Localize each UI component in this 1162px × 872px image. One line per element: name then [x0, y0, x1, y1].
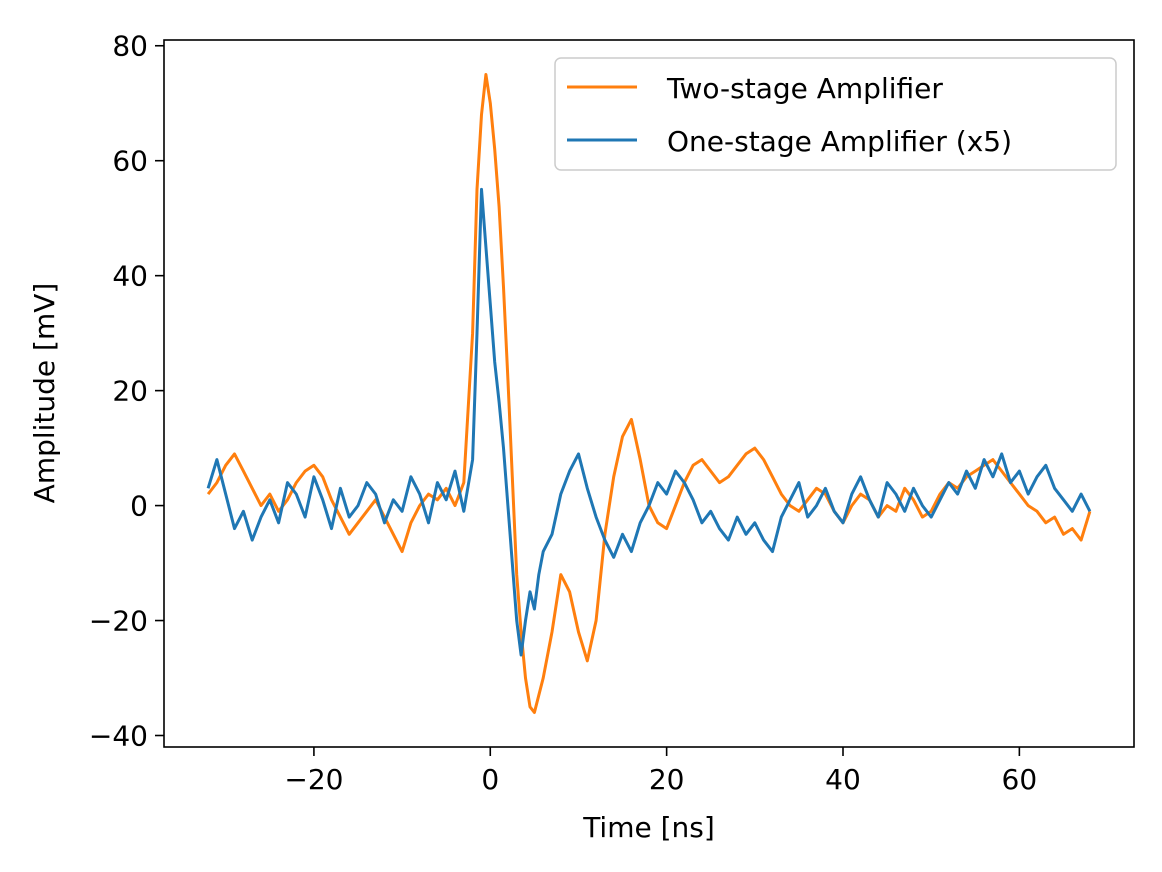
y-tick-label: 80 — [112, 30, 148, 63]
y-axis: −40 −20 0 20 40 60 80 — [89, 30, 164, 753]
x-axis-title: Time [ns] — [582, 811, 715, 844]
y-axis-title: Amplitude [mV] — [28, 283, 61, 504]
x-tick-label: 60 — [1002, 763, 1038, 796]
x-tick-label: 20 — [649, 763, 685, 796]
legend: Two-stage Amplifier One-stage Amplifier … — [554, 57, 1117, 171]
y-tick-label: 60 — [112, 145, 148, 178]
series-line-0 — [206, 73, 1092, 714]
x-axis: −20 0 20 40 60 — [284, 747, 1037, 796]
series-layer — [206, 73, 1092, 714]
legend-frame — [554, 57, 1117, 171]
legend-label-one-stage: One-stage Amplifier (x5) — [667, 125, 1012, 158]
x-tick-label: 0 — [481, 763, 499, 796]
legend-label-two-stage: Two-stage Amplifier — [666, 72, 943, 105]
x-tick-label: −20 — [284, 763, 343, 796]
axes-frame — [163, 39, 1135, 748]
y-tick-label: 40 — [112, 260, 148, 293]
y-tick-label: 20 — [112, 375, 148, 408]
series-line-1 — [206, 187, 1092, 657]
y-tick-label: −40 — [89, 720, 148, 753]
y-tick-label: −20 — [89, 605, 148, 638]
y-tick-label: 0 — [130, 490, 148, 523]
x-tick-label: 40 — [825, 763, 861, 796]
plot-area — [206, 73, 1092, 714]
